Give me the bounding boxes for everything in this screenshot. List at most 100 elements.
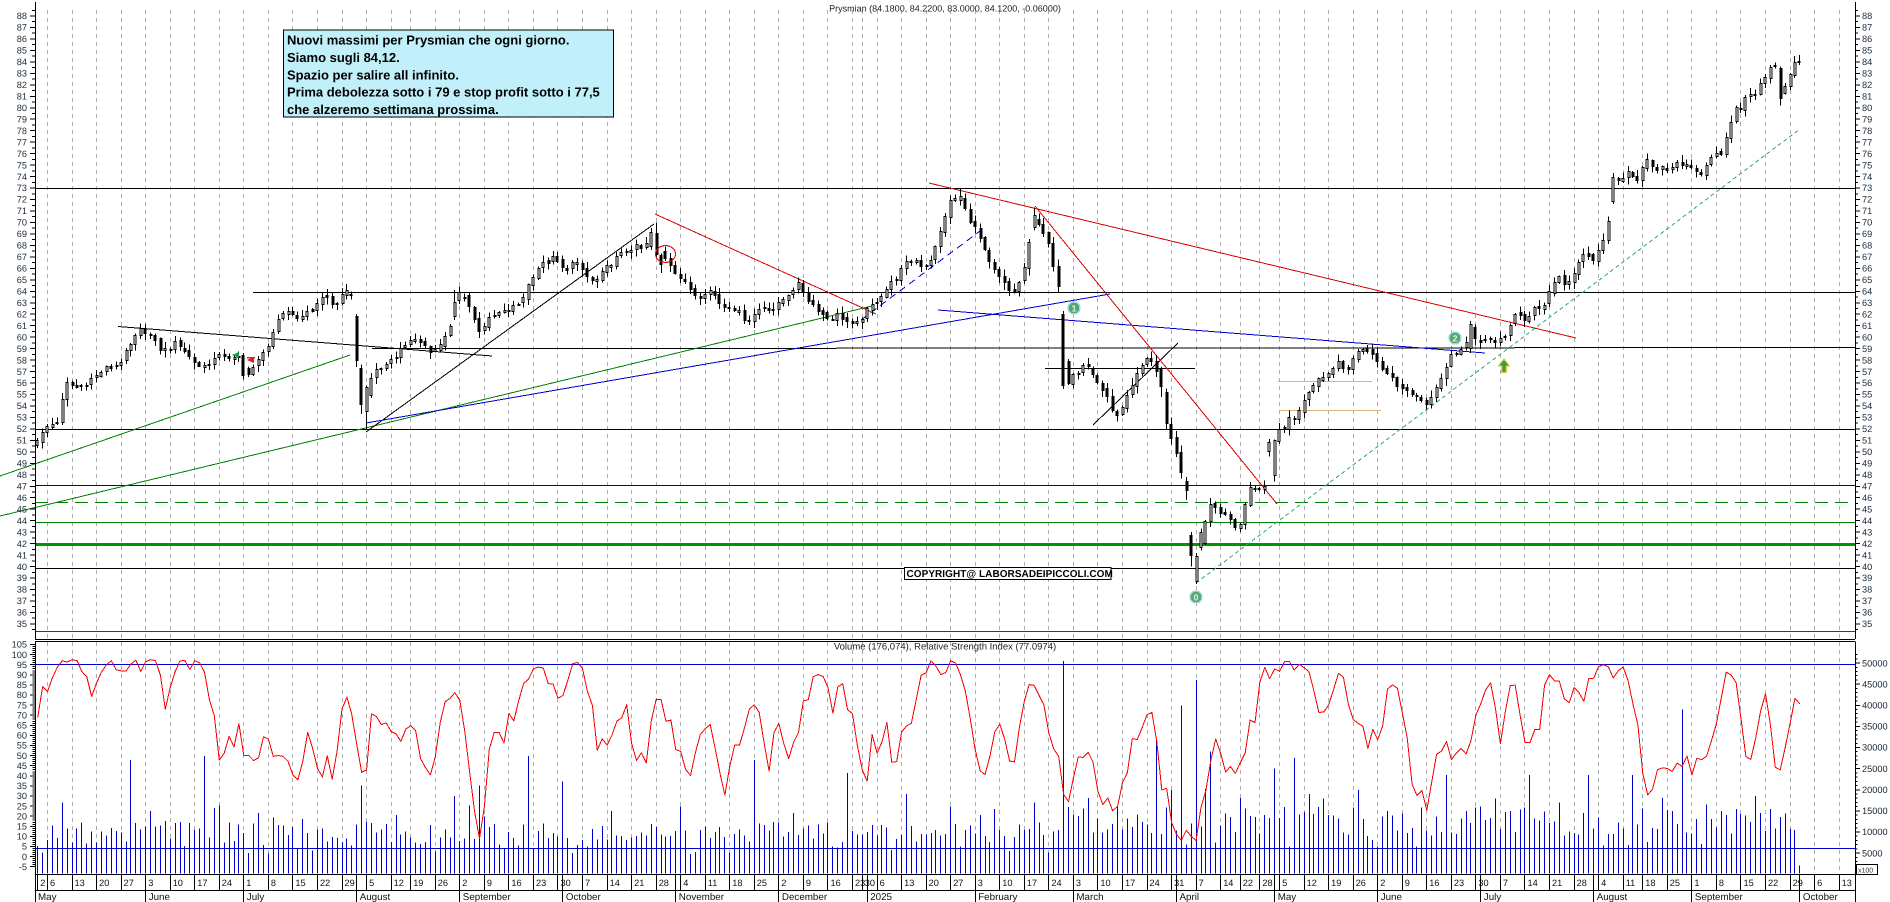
svg-text:Nuovi massimi per Prysmian che: Nuovi massimi per Prysmian che ogni gior… bbox=[287, 33, 569, 48]
svg-text:66: 66 bbox=[17, 264, 27, 274]
svg-text:15: 15 bbox=[295, 878, 305, 888]
svg-text:8: 8 bbox=[1719, 878, 1724, 888]
svg-text:1: 1 bbox=[1071, 303, 1076, 313]
svg-text:35: 35 bbox=[17, 619, 27, 629]
svg-text:14: 14 bbox=[1223, 878, 1233, 888]
svg-text:25: 25 bbox=[757, 878, 767, 888]
svg-text:61: 61 bbox=[1862, 321, 1872, 331]
svg-text:48: 48 bbox=[1862, 470, 1872, 480]
svg-text:78: 78 bbox=[17, 126, 27, 136]
svg-text:41: 41 bbox=[17, 550, 27, 560]
svg-text:36: 36 bbox=[17, 608, 27, 618]
svg-text:49: 49 bbox=[1862, 459, 1872, 469]
svg-text:75: 75 bbox=[17, 160, 27, 170]
svg-text:2: 2 bbox=[40, 878, 45, 888]
svg-text:July: July bbox=[1484, 892, 1502, 902]
svg-text:21: 21 bbox=[634, 878, 644, 888]
svg-text:56: 56 bbox=[17, 378, 27, 388]
svg-text:10: 10 bbox=[1100, 878, 1110, 888]
svg-text:5: 5 bbox=[22, 842, 27, 852]
svg-text:28: 28 bbox=[1262, 878, 1272, 888]
svg-text:che alzeremo settimana prossim: che alzeremo settimana prossima. bbox=[287, 102, 499, 117]
svg-text:47: 47 bbox=[1862, 482, 1872, 492]
svg-text:July: July bbox=[247, 892, 265, 902]
svg-text:71: 71 bbox=[17, 206, 27, 216]
svg-text:October: October bbox=[1803, 892, 1839, 902]
svg-text:87: 87 bbox=[1862, 23, 1872, 33]
svg-text:30: 30 bbox=[561, 878, 571, 888]
svg-text:19: 19 bbox=[1331, 878, 1341, 888]
svg-text:45000: 45000 bbox=[1862, 679, 1888, 689]
svg-text:58: 58 bbox=[17, 355, 27, 365]
svg-text:September: September bbox=[1695, 892, 1744, 902]
svg-text:70: 70 bbox=[17, 218, 27, 228]
svg-text:26: 26 bbox=[1356, 878, 1366, 888]
svg-text:December: December bbox=[782, 892, 828, 902]
svg-text:49: 49 bbox=[17, 459, 27, 469]
svg-text:50: 50 bbox=[1862, 447, 1872, 457]
svg-text:March: March bbox=[1076, 892, 1103, 902]
svg-text:95: 95 bbox=[17, 660, 27, 670]
svg-text:18: 18 bbox=[1645, 878, 1655, 888]
svg-text:2025: 2025 bbox=[870, 892, 892, 902]
svg-text:18: 18 bbox=[732, 878, 742, 888]
svg-text:12: 12 bbox=[1307, 878, 1317, 888]
svg-text:64: 64 bbox=[1862, 287, 1872, 297]
svg-text:COPYRIGHT@ LABORSADEIPICCOLI.C: COPYRIGHT@ LABORSADEIPICCOLI.COM bbox=[907, 569, 1113, 580]
svg-text:40: 40 bbox=[17, 771, 27, 781]
svg-text:17: 17 bbox=[1027, 878, 1037, 888]
svg-text:84: 84 bbox=[1862, 57, 1872, 67]
svg-text:76: 76 bbox=[17, 149, 27, 159]
svg-text:43: 43 bbox=[1862, 527, 1872, 537]
svg-text:39: 39 bbox=[17, 573, 27, 583]
svg-text:87: 87 bbox=[17, 23, 27, 33]
svg-text:79: 79 bbox=[1862, 114, 1872, 124]
svg-text:5000: 5000 bbox=[1862, 848, 1882, 858]
svg-text:62: 62 bbox=[17, 309, 27, 319]
svg-text:November: November bbox=[679, 892, 725, 902]
svg-text:1: 1 bbox=[1694, 878, 1699, 888]
svg-text:80: 80 bbox=[17, 690, 27, 700]
svg-text:46: 46 bbox=[1862, 493, 1872, 503]
svg-text:October: October bbox=[566, 892, 602, 902]
svg-text:2: 2 bbox=[1380, 878, 1385, 888]
svg-text:22: 22 bbox=[320, 878, 330, 888]
svg-text:86: 86 bbox=[1862, 34, 1872, 44]
svg-text:74: 74 bbox=[1862, 172, 1872, 182]
svg-text:Siamo sugli 84,12.: Siamo sugli 84,12. bbox=[287, 50, 400, 65]
svg-text:3: 3 bbox=[148, 878, 153, 888]
svg-text:August: August bbox=[1597, 892, 1628, 902]
svg-text:6: 6 bbox=[1817, 878, 1822, 888]
svg-text:65: 65 bbox=[1862, 275, 1872, 285]
svg-text:9: 9 bbox=[1405, 878, 1410, 888]
svg-text:12: 12 bbox=[394, 878, 404, 888]
svg-text:60: 60 bbox=[17, 731, 27, 741]
svg-text:77: 77 bbox=[1862, 137, 1872, 147]
svg-text:73: 73 bbox=[17, 183, 27, 193]
svg-text:April: April bbox=[1180, 892, 1200, 902]
svg-text:30: 30 bbox=[865, 878, 875, 888]
svg-text:29: 29 bbox=[345, 878, 355, 888]
svg-text:3: 3 bbox=[978, 878, 983, 888]
svg-text:45: 45 bbox=[1862, 504, 1872, 514]
svg-text:10: 10 bbox=[173, 878, 183, 888]
svg-text:73: 73 bbox=[1862, 183, 1872, 193]
svg-text:10: 10 bbox=[1002, 878, 1012, 888]
svg-text:7: 7 bbox=[1199, 878, 1204, 888]
svg-text:54: 54 bbox=[17, 401, 27, 411]
svg-text:25000: 25000 bbox=[1862, 764, 1888, 774]
svg-text:78: 78 bbox=[1862, 126, 1872, 136]
svg-text:69: 69 bbox=[1862, 229, 1872, 239]
svg-text:35: 35 bbox=[17, 781, 27, 791]
svg-text:30: 30 bbox=[17, 791, 27, 801]
svg-text:41: 41 bbox=[1862, 550, 1872, 560]
svg-text:-5: -5 bbox=[19, 862, 27, 872]
svg-text:56: 56 bbox=[1862, 378, 1872, 388]
svg-text:37: 37 bbox=[1862, 596, 1872, 606]
svg-text:61: 61 bbox=[17, 321, 27, 331]
svg-text:5: 5 bbox=[1282, 878, 1287, 888]
svg-text:50000: 50000 bbox=[1862, 658, 1888, 668]
svg-text:67: 67 bbox=[1862, 252, 1872, 262]
svg-text:85: 85 bbox=[17, 680, 27, 690]
svg-text:74: 74 bbox=[17, 172, 27, 182]
